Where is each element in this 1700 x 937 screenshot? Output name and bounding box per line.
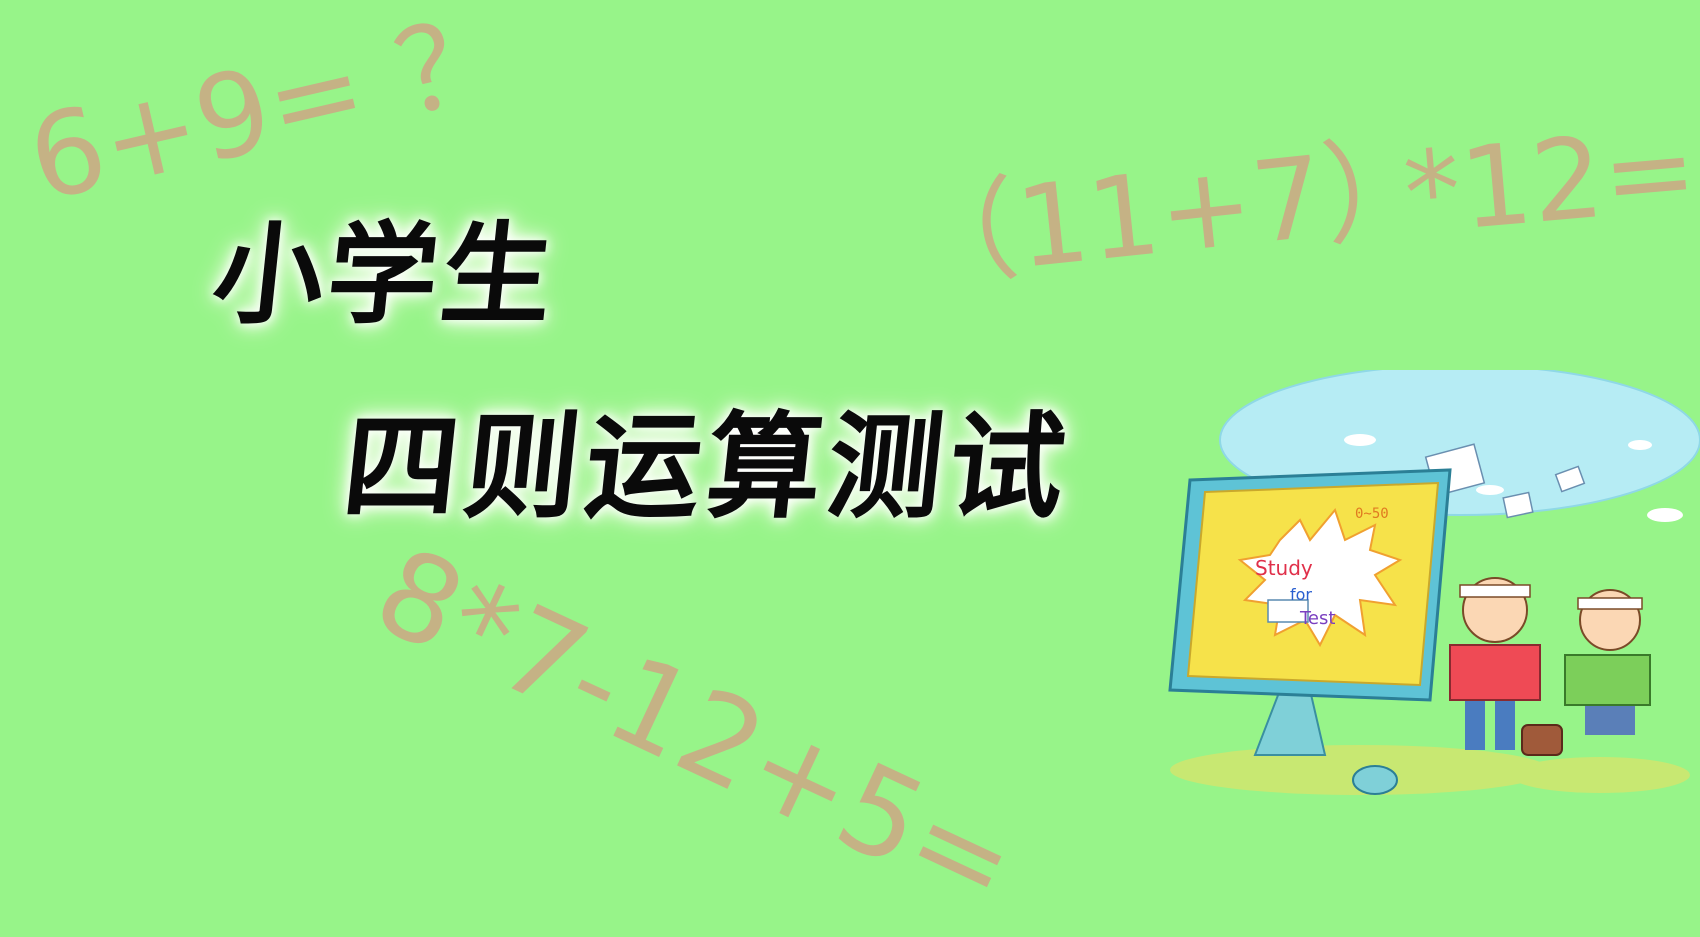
title-line-1: 小学生 <box>207 210 563 339</box>
study-illustration: 0~50 Study for Test <box>1168 370 1700 795</box>
grass-patch-right <box>1510 757 1690 793</box>
monitor-icon <box>1168 468 1452 702</box>
small-clouds <box>1344 434 1683 522</box>
equation-times-twelve: *12= <box>1399 104 1700 260</box>
bag-icon <box>1521 724 1563 756</box>
range-label: 0~50 <box>1355 506 1389 522</box>
monitor-stand <box>1253 689 1327 756</box>
equation-eight-times-seven: 8*7-12+5= <box>355 521 1037 937</box>
badge-test: Test <box>1299 608 1335 629</box>
title-line-2: 四则运算测试 <box>336 400 1078 535</box>
mouse-icon <box>1352 765 1398 795</box>
equation-eleven-plus-seven: （11+7） <box>899 120 1442 306</box>
child-reading-right <box>1564 589 1651 735</box>
badge-for: for <box>1290 585 1312 604</box>
child-reading-left <box>1449 577 1541 750</box>
badge-study: Study <box>1255 556 1313 580</box>
